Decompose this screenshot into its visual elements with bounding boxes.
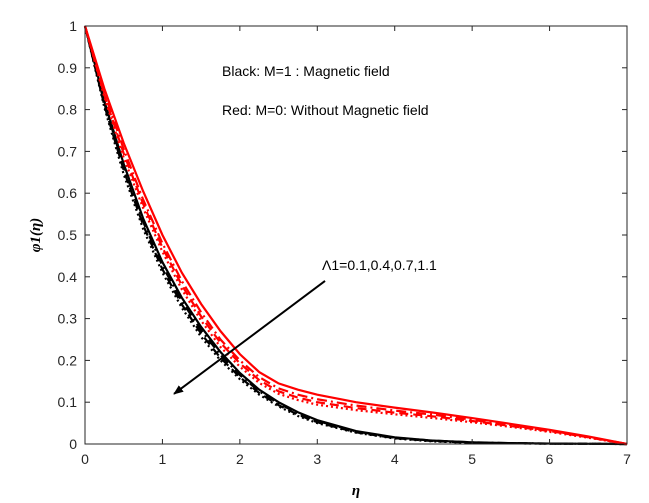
y-tick-label: 0.3 [58, 311, 78, 327]
y-axis-label: φ1(η) [28, 218, 44, 253]
y-tick-label: 0.5 [58, 227, 78, 243]
x-tick-label: 7 [623, 451, 631, 467]
x-tick-label: 2 [236, 451, 244, 467]
series-group [83, 25, 628, 446]
x-tick-label: 3 [313, 451, 321, 467]
y-tick-label: 1 [69, 18, 77, 34]
x-tick-label: 0 [81, 451, 89, 467]
series-line-3 [83, 25, 628, 446]
y-tick-label: 0.7 [58, 143, 78, 159]
y-tick-label: 0.2 [58, 352, 78, 368]
x-tick-label: 5 [468, 451, 476, 467]
lambda-arrow [173, 280, 326, 395]
y-tick-label: 0.9 [58, 60, 78, 76]
y-tick-label: 0.4 [58, 269, 78, 285]
black-legend-text: Black: M=1 : Magnetic field [222, 63, 390, 79]
plot-frame [84, 25, 628, 445]
series-line-8 [83, 25, 628, 446]
x-tick-label: 6 [546, 451, 554, 467]
series-line-5 [83, 25, 628, 446]
x-tick-label: 1 [159, 451, 167, 467]
y-tick-label: 0.8 [58, 102, 78, 118]
x-tick-label: 4 [391, 451, 399, 467]
lambda-arrow-label: Λ1=0.1,0.4,0.7,1.1 [322, 257, 437, 273]
y-tick-label: 0 [69, 436, 77, 452]
plot-area [85, 26, 627, 444]
y-tick-label: 0.6 [58, 185, 78, 201]
series-line-7 [83, 25, 628, 446]
y-tick-label: 0.1 [58, 394, 78, 410]
x-axis-label: η [352, 483, 360, 499]
red-legend-text: Red: M=0: Without Magnetic field [222, 102, 429, 118]
